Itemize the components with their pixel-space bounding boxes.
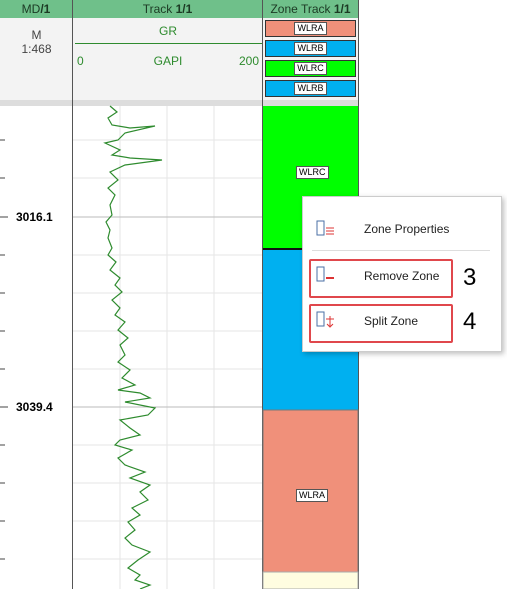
menu-item[interactable]: Remove Zone: [364, 269, 440, 283]
depth-ticks: [0, 139, 8, 560]
major-grid: [73, 216, 263, 408]
depth-label: 3039.4: [16, 400, 53, 414]
track-header[interactable]: Track 1/1: [73, 0, 263, 18]
depth-label: 3016.1: [16, 210, 53, 224]
curve-min: 0: [77, 54, 84, 68]
menu-separator: [312, 250, 490, 251]
zone-track-title: Zone Track: [270, 2, 334, 16]
remove-zone-icon: [316, 266, 334, 282]
annotation: 4: [463, 308, 477, 335]
zone-header-item[interactable]: WLRB: [265, 80, 356, 97]
zone-header-label: WLRA: [294, 22, 327, 35]
track-title: Track: [142, 2, 176, 16]
menu-item[interactable]: Zone Properties: [364, 222, 450, 236]
zone-track-index: 1/1: [333, 2, 351, 16]
curve-max: 200: [239, 54, 260, 68]
split-zone-icon: [316, 311, 334, 328]
md-unit: M: [31, 28, 42, 42]
annotation: 3: [463, 264, 477, 291]
curve-scale-line: [75, 43, 263, 44]
zone-label: WLRC: [296, 166, 329, 179]
md-index: /1: [40, 2, 51, 16]
zone-label: WLRA: [296, 489, 329, 502]
zone-header-item[interactable]: WLRC: [265, 60, 356, 77]
zone-properties-icon: [316, 220, 334, 236]
zone-header-item[interactable]: WLRA: [265, 20, 356, 37]
highlight-box: [309, 304, 453, 343]
grid: [73, 106, 263, 589]
zone-header-item[interactable]: WLRB: [265, 40, 356, 57]
curve-unit: GAPI: [153, 54, 183, 68]
md-title: MD: [21, 2, 41, 16]
context-menu: [302, 196, 502, 352]
zone-header-label: WLRB: [294, 42, 327, 55]
md-header[interactable]: MD/1: [0, 0, 73, 18]
gr-curve: [103, 105, 163, 589]
separator: [0, 100, 359, 106]
track-index: 1/1: [175, 2, 193, 16]
zone-header-label: WLRB: [294, 82, 327, 95]
zone-header-label: WLRC: [294, 62, 327, 75]
md-scale: 1:468: [21, 42, 52, 56]
zone-next[interactable]: [262, 571, 359, 589]
highlight-box: [309, 259, 453, 298]
curve-name[interactable]: GR: [159, 24, 177, 38]
menu-item[interactable]: Split Zone: [364, 314, 419, 328]
